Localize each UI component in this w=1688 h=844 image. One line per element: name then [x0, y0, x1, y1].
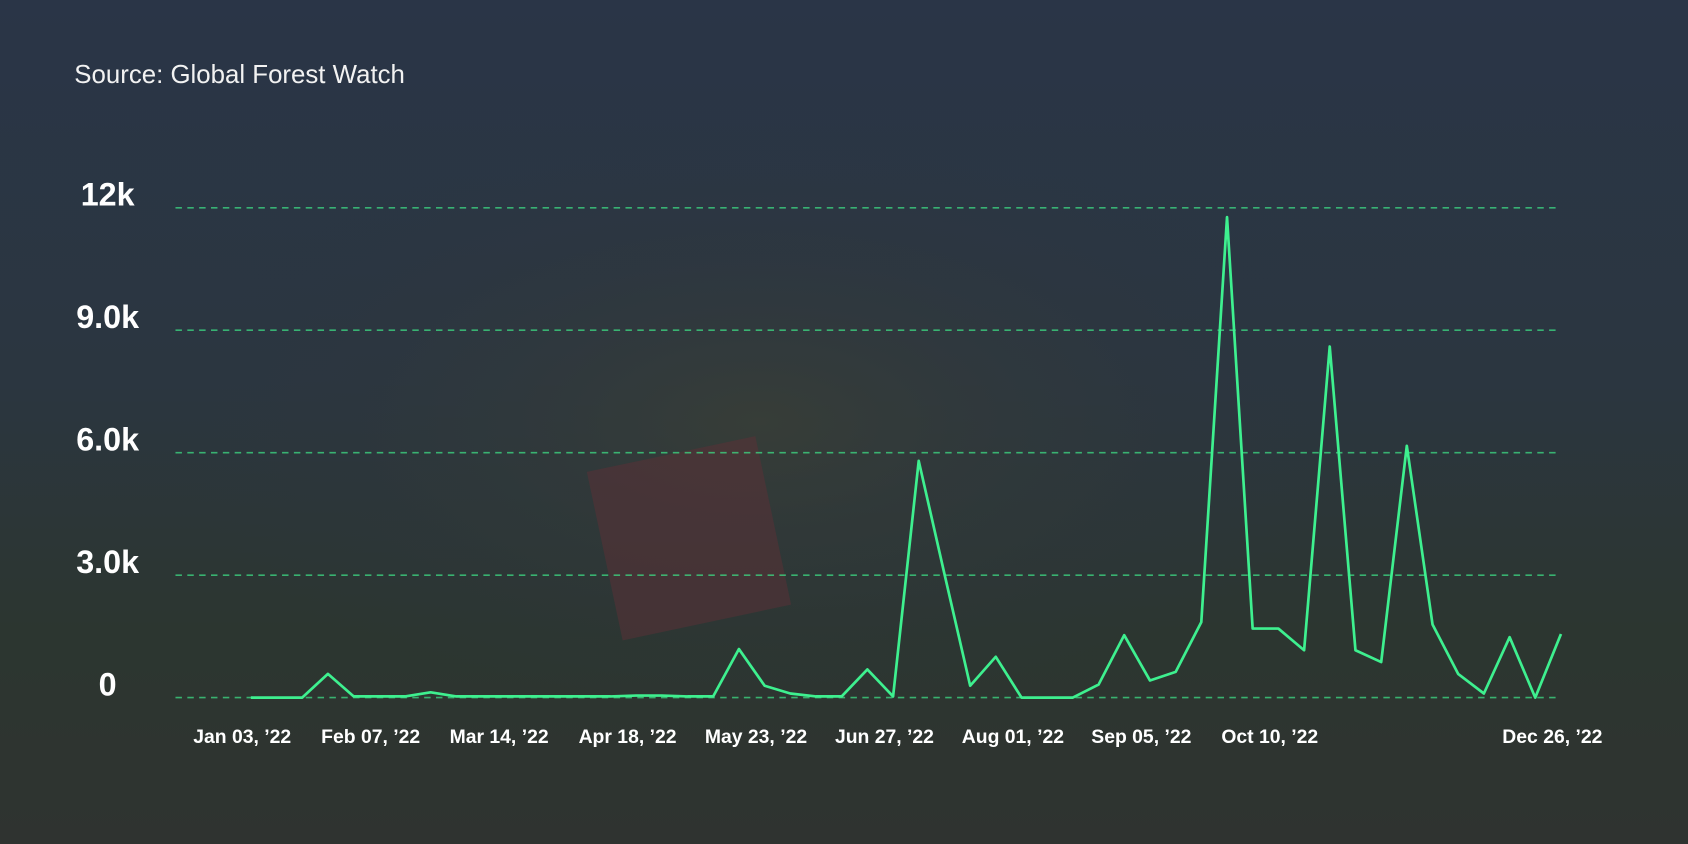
- x-tick-label: Sep 05, ’22: [1091, 726, 1191, 748]
- y-tick-label: 6.0k: [76, 421, 139, 457]
- x-tick-label: May 23, ’22: [705, 726, 807, 748]
- x-tick-label: Jan 03, ’22: [193, 726, 291, 748]
- y-tick-label: 9.0k: [76, 299, 139, 335]
- x-tick-label: Aug 01, ’22: [962, 726, 1064, 748]
- data-line: [250, 215, 1563, 699]
- x-tick-label: Feb 07, ’22: [321, 726, 420, 748]
- x-tick-label: Dec 26, ’22: [1502, 726, 1602, 748]
- x-tick-label: Mar 14, ’22: [450, 726, 549, 748]
- x-tick-label: Oct 10, ’22: [1221, 726, 1318, 748]
- y-tick-label: 3.0k: [76, 544, 139, 580]
- y-tick-label: 12k: [81, 177, 135, 213]
- background-shape: [586, 436, 792, 641]
- source: Source: Global Forest Watch: [74, 61, 405, 89]
- x-tick-label: Jun 27, ’22: [835, 726, 934, 748]
- y-tick-label: 0: [99, 666, 117, 702]
- x-tick-label: Apr 18, ’22: [579, 726, 677, 748]
